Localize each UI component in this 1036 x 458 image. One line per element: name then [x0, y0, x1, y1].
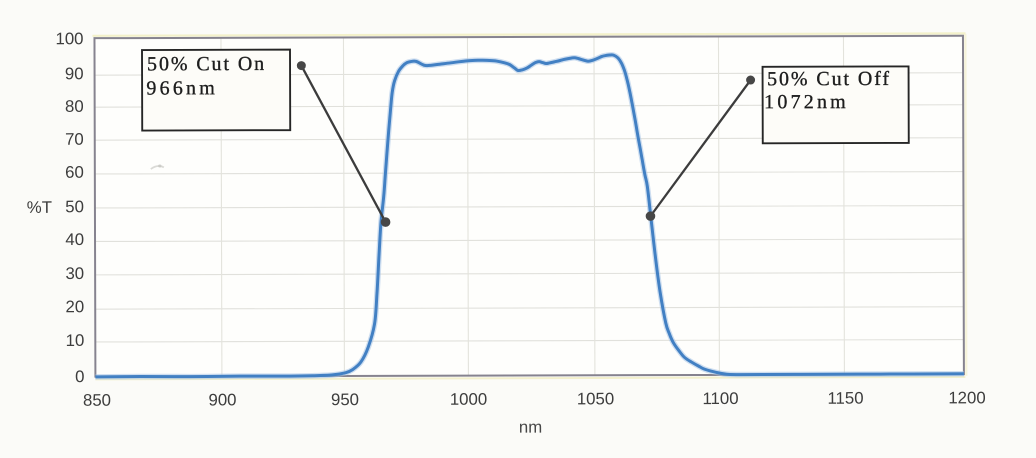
svg-text:80: 80 — [65, 97, 84, 116]
svg-text:30: 30 — [65, 264, 84, 283]
svg-text:0: 0 — [75, 367, 84, 386]
svg-text:950: 950 — [331, 390, 359, 409]
svg-text:nm: nm — [519, 418, 542, 437]
svg-text:50% Cut On: 50% Cut On — [147, 53, 266, 75]
svg-text:40: 40 — [65, 230, 84, 249]
svg-text:100: 100 — [55, 29, 83, 48]
svg-text:90: 90 — [65, 64, 84, 83]
svg-text:966nm: 966nm — [146, 77, 218, 99]
svg-text:1150: 1150 — [827, 389, 863, 408]
svg-text:1200: 1200 — [948, 388, 985, 407]
svg-text:20: 20 — [66, 297, 85, 316]
svg-text:50: 50 — [65, 197, 84, 216]
svg-text:1050: 1050 — [577, 389, 614, 408]
svg-text:50% Cut Off: 50% Cut Off — [767, 68, 891, 90]
svg-text:%T: %T — [27, 198, 52, 217]
svg-text:1000: 1000 — [450, 390, 487, 409]
svg-text:70: 70 — [65, 130, 84, 149]
svg-text:1072nm: 1072nm — [764, 91, 849, 113]
svg-text:10: 10 — [66, 331, 85, 350]
svg-text:60: 60 — [65, 163, 84, 182]
svg-text:900: 900 — [208, 390, 236, 409]
svg-text:850: 850 — [83, 391, 111, 410]
svg-text:1100: 1100 — [702, 389, 738, 408]
